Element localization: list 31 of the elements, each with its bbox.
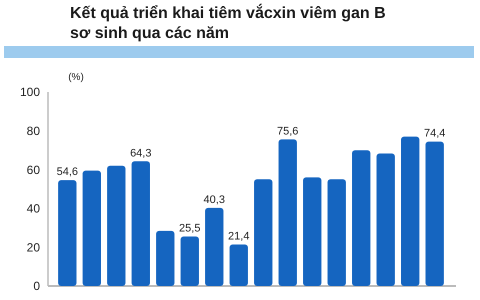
data-label: 75,6 <box>277 125 298 138</box>
bar <box>352 150 370 286</box>
bar <box>254 179 272 286</box>
bar <box>278 139 297 286</box>
y-tick-label: 100 <box>20 85 40 100</box>
data-label: 40,3 <box>204 194 225 206</box>
y-tick-label: 60 <box>26 162 40 177</box>
bar <box>401 136 420 286</box>
bar <box>156 230 174 286</box>
data-label: 21,4 <box>228 230 250 242</box>
bar <box>376 154 395 286</box>
bar <box>328 179 346 286</box>
data-label: 64,3 <box>130 147 152 160</box>
bar <box>132 161 150 286</box>
data-label: 25,5 <box>179 222 200 235</box>
y-tick-label: 40 <box>26 202 40 216</box>
data-label: 74,4 <box>424 128 446 140</box>
bar <box>82 170 101 286</box>
y-axis-title: (%) <box>68 72 84 83</box>
bar <box>303 177 322 286</box>
bar <box>230 244 248 286</box>
y-tick-label: 80 <box>26 124 40 138</box>
bar <box>205 208 224 286</box>
bar <box>426 142 444 286</box>
chart-title: Kết quả triển khai tiêm vắcxin viêm gan B sơ sinh qua các năm <box>70 3 386 42</box>
bar <box>180 236 199 286</box>
bar <box>107 166 126 286</box>
bar <box>58 180 76 286</box>
data-label: 54,6 <box>56 166 78 178</box>
y-tick-label: 20 <box>26 240 40 254</box>
y-tick-label: 0 <box>33 279 40 294</box>
